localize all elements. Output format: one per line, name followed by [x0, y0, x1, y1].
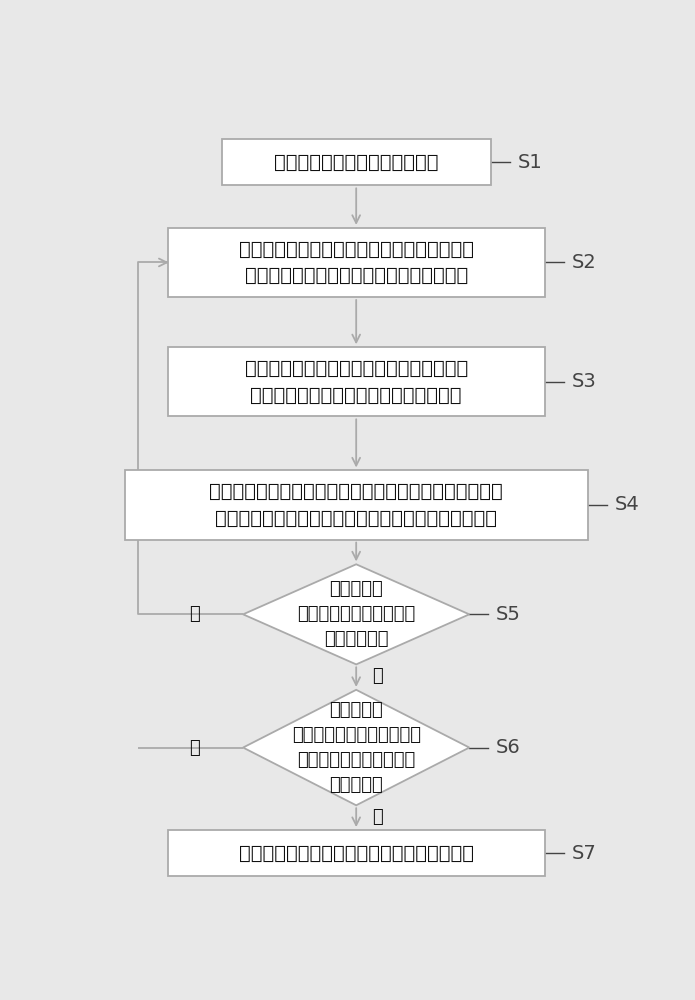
Text: 否: 否 — [189, 739, 200, 757]
Text: S5: S5 — [496, 605, 521, 624]
Text: 否: 否 — [189, 605, 200, 623]
Text: S4: S4 — [614, 495, 639, 514]
Text: 以变频器当前的运作频率为基准点界定出频率
范围，并将频率范围等分而取出多个频率点: 以变频器当前的运作频率为基准点界定出频率 范围，并将频率范围等分而取出多个频率点 — [238, 240, 474, 285]
FancyBboxPatch shape — [167, 228, 545, 297]
Polygon shape — [243, 564, 469, 664]
Text: S3: S3 — [572, 372, 596, 391]
FancyBboxPatch shape — [167, 347, 545, 416]
Text: S2: S2 — [572, 253, 596, 272]
Text: S1: S1 — [518, 153, 543, 172]
Text: 判断变频器
当前的运作频率是否等于
最低下限频率: 判断变频器 当前的运作频率是否等于 最低下限频率 — [297, 580, 416, 648]
FancyBboxPatch shape — [222, 139, 491, 185]
FancyBboxPatch shape — [167, 830, 545, 876]
Text: 是: 是 — [373, 808, 383, 826]
Text: S7: S7 — [572, 844, 596, 863]
Polygon shape — [243, 690, 469, 805]
Text: S6: S6 — [496, 738, 521, 757]
FancyBboxPatch shape — [124, 470, 588, 540]
Text: 控制变频器执行待机模式并维持第一设定时间: 控制变频器执行待机模式并维持第一设定时间 — [238, 844, 474, 863]
Text: 是: 是 — [373, 667, 383, 685]
Text: 寻找最佳的判断参数，并控制变频器改以最佳的判断参数
所对应的频率点运作，以对应调整抽油装置的冲次频率: 寻找最佳的判断参数，并控制变频器改以最佳的判断参数 所对应的频率点运作，以对应调… — [209, 482, 503, 528]
Text: 控制变频器以每一频率点运行，以获得变频
器在每一频率点运行时所对应的判断参数: 控制变频器以每一频率点运行，以获得变频 器在每一频率点运行时所对应的判断参数 — [245, 359, 468, 405]
Text: 判断变频器
当前的运作频率小于最低下
限频率的连续次数是否达
到设定次数: 判断变频器 当前的运作频率小于最低下 限频率的连续次数是否达 到设定次数 — [292, 701, 420, 794]
Text: 驱动变频器以起始频率开始运作: 驱动变频器以起始频率开始运作 — [274, 153, 439, 172]
